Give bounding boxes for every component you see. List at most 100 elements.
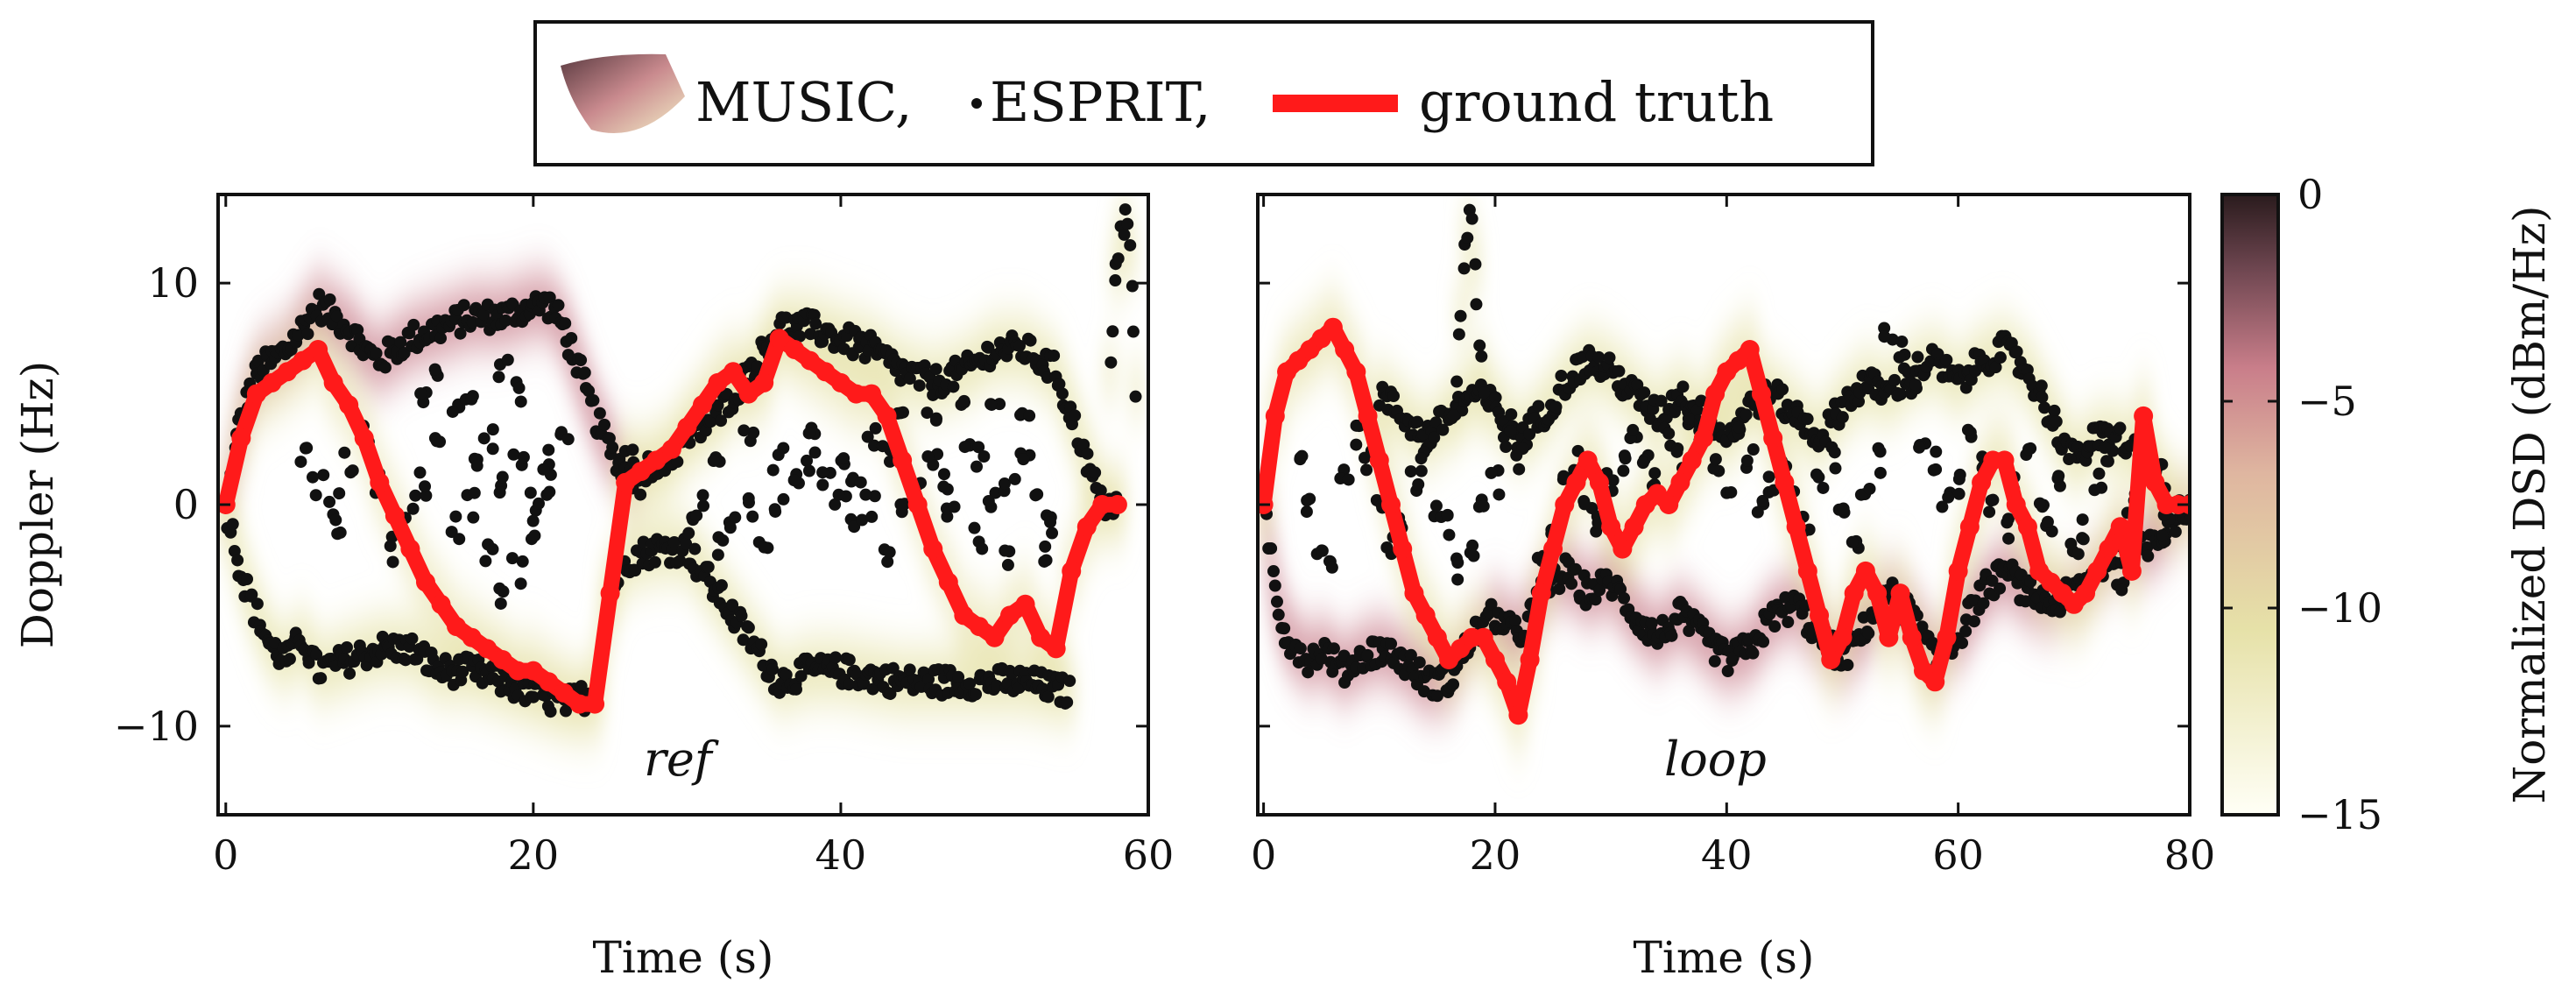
- x-tick-label: 20: [1470, 831, 1521, 879]
- colorbar-label: Normalized DSD (dBm/Hz): [2504, 205, 2555, 803]
- esprit-point: [1603, 351, 1616, 364]
- esprit-point: [982, 494, 995, 507]
- ground-truth-point: [1393, 539, 1413, 559]
- esprit-point: [1606, 474, 1620, 487]
- esprit-point: [1762, 470, 1775, 484]
- ground-truth-point: [1381, 495, 1401, 514]
- esprit-point: [1041, 690, 1055, 704]
- esprit-point: [1709, 453, 1722, 466]
- esprit-point: [1024, 334, 1037, 347]
- esprit-point: [1360, 463, 1373, 477]
- ground-truth-point: [1031, 627, 1051, 647]
- esprit-point: [1662, 427, 1676, 440]
- ground-truth-point: [1555, 495, 1575, 514]
- esprit-point: [497, 585, 510, 598]
- esprit-point: [399, 654, 413, 667]
- colorbar: 0 −5 −10 −15 Normalized DSD (dBm/Hz): [2220, 171, 2555, 838]
- esprit-point: [1557, 470, 1570, 483]
- ground-truth-point: [1867, 583, 1888, 604]
- ground-truth-point: [1601, 517, 1621, 537]
- esprit-point: [772, 449, 785, 462]
- esprit-point: [333, 487, 346, 500]
- esprit-point: [283, 653, 296, 666]
- ground-truth-point: [631, 462, 651, 482]
- music-blob: [1127, 359, 1146, 420]
- esprit-point: [330, 310, 343, 323]
- esprit-point: [2035, 379, 2048, 392]
- y-tick-label: 0: [173, 481, 199, 528]
- marks-loop: [1258, 203, 2190, 725]
- esprit-point: [1268, 579, 1281, 592]
- esprit-point: [1828, 446, 1841, 459]
- esprit-point: [1387, 389, 1401, 402]
- esprit-point: [454, 327, 467, 340]
- esprit-point: [747, 426, 760, 439]
- esprit-point: [1443, 528, 1456, 541]
- esprit-point: [2064, 537, 2078, 550]
- esprit-point: [970, 460, 983, 473]
- esprit-point: [1725, 485, 1738, 498]
- esprit-point: [808, 446, 822, 459]
- esprit-point: [2169, 525, 2182, 538]
- esprit-point: [1708, 654, 1721, 668]
- esprit-point: [1106, 325, 1119, 338]
- ground-truth-point: [447, 617, 467, 637]
- esprit-point: [428, 363, 441, 376]
- esprit-point: [829, 651, 842, 664]
- ground-truth-point: [415, 572, 435, 592]
- esprit-point: [1023, 409, 1036, 422]
- ground-truth-point: [600, 583, 620, 604]
- esprit-point: [2050, 415, 2063, 428]
- esprit-point: [837, 452, 850, 465]
- ground-truth-point: [1000, 605, 1020, 626]
- esprit-point: [742, 491, 755, 505]
- ground-truth-point: [893, 450, 913, 470]
- ground-truth-point: [1046, 639, 1066, 659]
- esprit-point: [306, 470, 319, 484]
- esprit-point: [1874, 466, 1887, 479]
- ground-truth-point: [431, 594, 451, 614]
- esprit-point: [527, 690, 540, 704]
- esprit-point: [1986, 574, 1999, 587]
- esprit-point: [809, 317, 822, 330]
- ground-truth-point: [1659, 495, 1679, 514]
- esprit-point: [453, 533, 466, 546]
- esprit-point: [1017, 453, 1030, 466]
- esprit-point: [2048, 404, 2061, 417]
- esprit-point: [937, 468, 950, 481]
- ground-truth-point: [1508, 705, 1528, 725]
- esprit-point: [1801, 413, 1814, 426]
- ground-truth-point: [1902, 627, 1922, 647]
- esprit-point: [1069, 409, 1082, 422]
- axes-frame-ref: [216, 193, 1150, 817]
- ground-truth-point: [2134, 406, 2154, 426]
- ground-truth-point: [907, 495, 928, 514]
- esprit-point: [1532, 399, 1545, 413]
- esprit-point: [512, 381, 526, 394]
- panel-label-ref: ref: [644, 732, 719, 787]
- esprit-point: [1452, 328, 1465, 341]
- esprit-point: [526, 514, 540, 527]
- esprit-point: [1081, 447, 1094, 460]
- esprit-point: [1878, 330, 1891, 343]
- esprit-point: [1829, 462, 1842, 475]
- ground-truth-point: [1693, 428, 1713, 449]
- esprit-point: [1977, 597, 1990, 610]
- esprit-point: [968, 521, 981, 534]
- esprit-point: [245, 588, 258, 601]
- esprit-point: [2115, 583, 2128, 597]
- ground-truth-point: [769, 329, 789, 349]
- esprit-point: [1721, 665, 1734, 678]
- esprit-point: [884, 687, 897, 700]
- esprit-point: [1061, 696, 1074, 709]
- esprit-point: [543, 485, 556, 498]
- esprit-point: [1768, 620, 1782, 633]
- ground-truth-point: [938, 572, 958, 592]
- panel-loop: 0 20 40 60 80 loop Time (s): [1251, 193, 2215, 983]
- esprit-point: [467, 511, 480, 524]
- ground-truth-point: [1497, 672, 1517, 692]
- esprit-point: [1044, 516, 1057, 529]
- esprit-point: [921, 407, 934, 420]
- esprit-point: [843, 678, 856, 691]
